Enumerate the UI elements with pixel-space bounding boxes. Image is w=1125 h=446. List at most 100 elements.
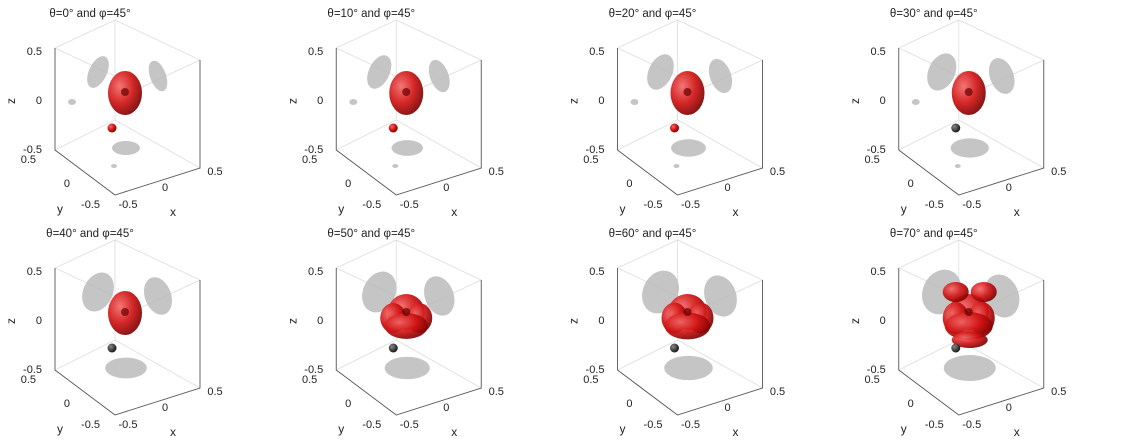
shadow-right (424, 276, 455, 316)
y-axis-label: y (338, 422, 344, 436)
z-tick-label: 0.5 (308, 46, 323, 58)
z-axis-label: z (567, 318, 581, 324)
panel: θ=20° and φ=45°0.50-0.50.50-0.50.50-0.5z… (567, 8, 785, 219)
panel-title: θ=0° and φ=45° (49, 8, 130, 20)
y-axis-label: y (620, 202, 626, 216)
x-axis-label: x (170, 425, 176, 439)
y-tick-label: 0 (626, 398, 632, 410)
z-tick-label: 0 (36, 95, 42, 107)
y-axis-label: y (901, 202, 907, 216)
box-back-edges (617, 19, 763, 169)
panel-title: θ=60° and φ=45° (609, 228, 697, 240)
y-tick-label: -0.5 (925, 419, 944, 431)
shadow-left (647, 54, 674, 90)
y-tick-label: 0.5 (864, 374, 879, 386)
nucleus (683, 88, 692, 96)
y-tick-label: -0.5 (362, 419, 381, 431)
x-tick-label: 0.5 (770, 386, 785, 398)
x-tick-label: -0.5 (962, 199, 981, 211)
z-tick-label: 0 (317, 315, 323, 327)
x-tick-label: -0.5 (681, 199, 700, 211)
x-tick-label: 0.5 (1051, 386, 1066, 398)
box-back-edges (54, 19, 201, 169)
y-tick-label: 0.5 (302, 154, 317, 166)
x-axis-label: x (733, 425, 739, 439)
y-axis-label: y (57, 202, 63, 216)
box-axes (335, 48, 482, 196)
panel: θ=10° and φ=45°0.50-0.50.50-0.50.50-0.5z… (285, 8, 503, 219)
z-axis-label: z (567, 98, 581, 104)
panel: θ=70° and φ=45°0.50-0.50.50-0.50.50-0.5z… (848, 228, 1066, 439)
panel-title: θ=70° and φ=45° (890, 228, 978, 240)
shadow-dot (673, 164, 680, 168)
y-tick-label: 0.5 (302, 374, 317, 386)
atom-sphere (388, 123, 398, 133)
shadow-floor (105, 357, 147, 379)
box-back-edges (336, 19, 482, 169)
isosurface (664, 312, 711, 340)
shadow-floor (391, 140, 423, 156)
z-axis-label: z (848, 318, 862, 324)
z-tick-label: 0 (598, 315, 604, 327)
z-tick-label: 0 (317, 95, 323, 107)
box-back-edges (336, 239, 482, 389)
panel-title: θ=10° and φ=45° (327, 8, 415, 20)
x-tick-label: 0 (724, 182, 730, 194)
z-tick-label: 0.5 (870, 46, 885, 58)
y-tick-label: 0 (345, 398, 351, 410)
atom-sphere (107, 123, 117, 133)
z-tick-label: -0.5 (586, 144, 605, 156)
y-tick-label: -0.5 (362, 199, 381, 211)
z-tick-label: -0.5 (867, 364, 886, 376)
shadow-dot (630, 99, 639, 105)
box-back-edges (898, 19, 1044, 169)
shadow-floor (384, 356, 430, 380)
y-axis-label: y (57, 422, 63, 436)
z-tick-label: 0.5 (308, 266, 323, 278)
shadow-floor (664, 355, 713, 381)
shadow-dot (68, 99, 76, 105)
shadow-floor (943, 355, 996, 381)
box-axes (898, 48, 1045, 196)
panel-title: θ=50° and φ=45° (327, 228, 415, 240)
box-axes (617, 48, 763, 196)
box-axes (54, 48, 201, 196)
z-tick-label: -0.5 (304, 144, 323, 156)
isosurface (951, 332, 988, 348)
shadow-left (367, 55, 392, 89)
y-tick-label: 0.5 (21, 154, 36, 166)
z-tick-label: -0.5 (586, 364, 605, 376)
shadow-left (927, 53, 957, 91)
x-axis-label: x (451, 425, 457, 439)
nucleus (402, 88, 411, 96)
panel: θ=60° and φ=45°0.50-0.50.50-0.50.50-0.5z… (567, 228, 785, 439)
x-axis-label: x (1014, 205, 1020, 219)
shadow-dot (111, 164, 117, 168)
y-axis-label: y (901, 422, 907, 436)
y-tick-label: 0 (64, 178, 70, 190)
panel: θ=0° and φ=45°0.50-0.50.50-0.50.50-0.5zy… (4, 8, 222, 219)
x-tick-label: -0.5 (400, 199, 419, 211)
x-tick-label: 0 (1006, 182, 1012, 194)
atom-sphere (388, 343, 398, 353)
y-tick-label: -0.5 (925, 199, 944, 211)
shadow-left (87, 56, 109, 88)
y-axis-label: y (620, 422, 626, 436)
x-tick-label: 0 (443, 182, 449, 194)
x-tick-label: 0 (443, 402, 449, 414)
panel-title: θ=40° and φ=45° (46, 228, 134, 240)
shadow-dot (954, 164, 961, 168)
x-tick-label: 0.5 (207, 386, 222, 398)
x-tick-label: 0.5 (770, 166, 785, 178)
y-axis-label: y (338, 202, 344, 216)
y-tick-label: -0.5 (644, 419, 663, 431)
shadow-right (143, 277, 173, 315)
nucleus (121, 88, 129, 96)
isosurface (942, 282, 969, 302)
shadow-left (642, 270, 679, 314)
y-tick-label: 0 (908, 398, 914, 410)
panel: θ=50° and φ=45°0.50-0.50.50-0.50.50-0.5z… (285, 228, 503, 439)
nucleus (964, 308, 973, 316)
z-tick-label: 0 (880, 95, 886, 107)
shadow-floor (112, 141, 140, 155)
